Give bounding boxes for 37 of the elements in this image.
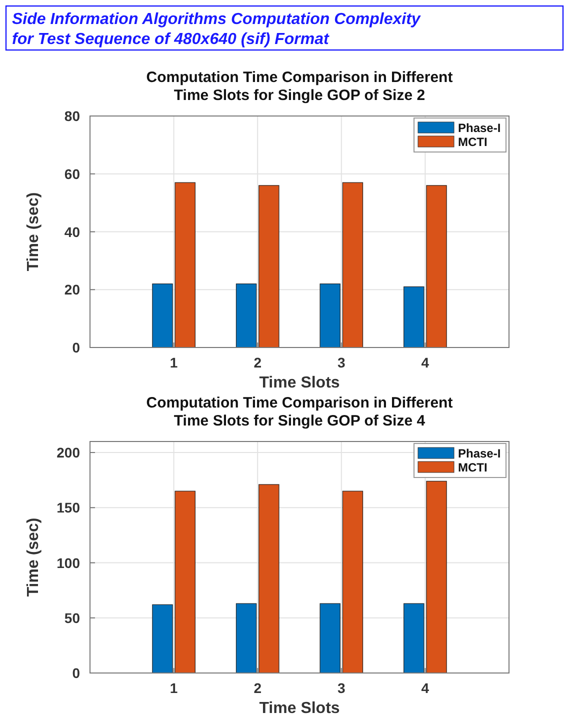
bar [342,490,364,674]
y-tick-label: 80 [64,108,80,124]
bar [236,284,257,348]
y-tick-label: 100 [56,554,80,571]
y-axis-title: Time (sec) [25,518,42,597]
x-tick-label: 1 [170,354,178,370]
bar [320,603,340,674]
y-tick-label: 50 [64,610,80,626]
x-tick-label: 4 [421,354,430,370]
y-tick-label: 200 [56,444,80,461]
x-axis-title: Time Slots [259,374,340,392]
x-tick-label: 3 [338,354,346,370]
y-tick-label: 40 [64,224,80,240]
x-axis-title: Time Slots [259,700,340,717]
bar [236,603,257,674]
bar [320,284,340,348]
text: Side Information Algorithms Computation Complexity for Test Sequence of 480x640 (sif) Format [12,11,422,48]
legend-label: MCTI [458,460,488,474]
x-tick-label: 2 [254,680,262,696]
x-tick-label: 1 [170,680,178,696]
x-tick-label: 2 [254,354,262,370]
y-tick-label: 20 [64,282,80,298]
y-tick-label: 0 [72,665,80,681]
x-tick-label: 4 [421,680,430,696]
chart-title: Computation Time Comparison in Different Time Slots for Single GOP of Size 4 [146,394,453,430]
bar [258,484,280,674]
y-axis-title: Time (sec) [25,192,42,272]
chart-title: Computation Time Comparison in Different Time Slots for Single GOP of Size 2 [146,69,453,104]
legend-label: MCTI [458,135,488,149]
y-tick-label: 60 [64,166,80,182]
legend-label: Phase-I [458,121,501,135]
bar [258,185,280,348]
x-tick-label: 3 [338,680,346,696]
y-tick-label: 150 [56,500,80,516]
y-tick-label: 0 [72,340,80,356]
legend-label: Phase-I [458,446,501,460]
bar [342,182,364,348]
